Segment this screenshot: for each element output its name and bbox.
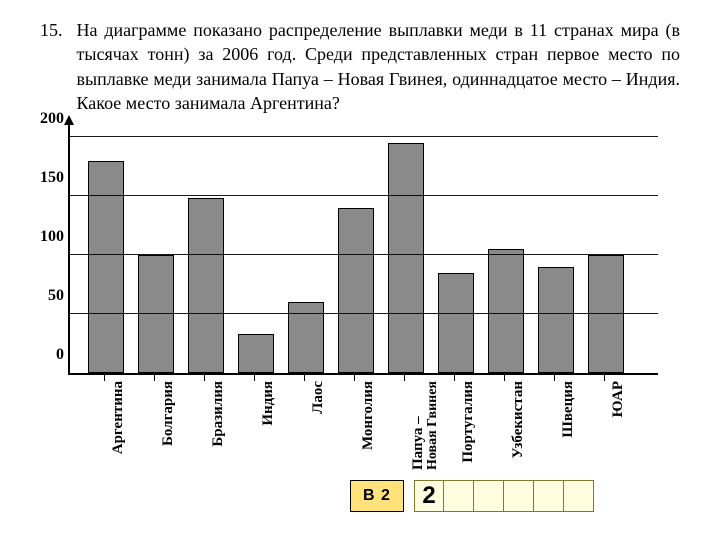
answer-cell[interactable] <box>534 480 564 512</box>
chart-x-tick <box>354 373 355 381</box>
chart-x-label: ЮАР <box>611 381 626 417</box>
chart-plot-area: 050100150200 <box>68 125 658 375</box>
chart-bar <box>338 208 374 373</box>
answer-cell[interactable] <box>444 480 474 512</box>
chart-x-label: Монголия <box>361 381 376 450</box>
chart-x-labels: Аргентина Болгария Бразилия Индия Лаос Монгол… <box>68 375 658 485</box>
chart-bars <box>70 125 658 373</box>
chart-x-label: Лаос <box>311 381 326 414</box>
chart-x-tick <box>604 373 605 381</box>
problem-statement: 15. На диаграмме показано распределение … <box>40 18 680 115</box>
chart-x-tick <box>304 373 305 381</box>
answer-strip: В 2 2 <box>350 480 594 512</box>
y-axis-arrow-icon <box>64 115 74 125</box>
chart-x-label: Португалия <box>461 381 476 463</box>
chart-x-label: Папуа –Новая Гвинея <box>411 381 440 470</box>
chart-x-label: Узбекистан <box>511 381 526 458</box>
answer-cell[interactable] <box>504 480 534 512</box>
chart-bar <box>538 267 574 373</box>
chart-x-tick <box>554 373 555 381</box>
question-text: На диаграмме показано распределение выпл… <box>77 18 681 115</box>
chart-y-tick-label: 50 <box>26 287 64 305</box>
chart-gridline <box>70 136 658 137</box>
chart-x-label: Индия <box>261 381 276 426</box>
chart-bar <box>238 334 274 373</box>
chart-x-label: Швеция <box>561 381 576 438</box>
chart-gridline <box>70 254 658 255</box>
chart-gridline <box>70 195 658 196</box>
answer-cells: 2 <box>414 480 594 512</box>
chart-x-label: Болгария <box>161 381 176 446</box>
chart-x-tick <box>104 373 105 381</box>
chart-x-tick <box>154 373 155 381</box>
chart-y-tick-label: 100 <box>26 228 64 246</box>
chart-x-tick <box>454 373 455 381</box>
chart-x-tick <box>204 373 205 381</box>
chart-bar <box>588 255 624 373</box>
answer-cell[interactable]: 2 <box>414 480 444 512</box>
bar-chart: 050100150200 Аргентина Болгария Бразилия Ин… <box>68 125 658 485</box>
chart-bar <box>438 273 474 373</box>
chart-x-tick <box>254 373 255 381</box>
answer-cell[interactable] <box>564 480 594 512</box>
answer-code-label: В 2 <box>350 480 404 512</box>
chart-gridline <box>70 313 658 314</box>
chart-y-tick-label: 0 <box>26 346 64 364</box>
question-number: 15. <box>40 18 63 42</box>
answer-cell[interactable] <box>474 480 504 512</box>
chart-bar <box>188 198 224 373</box>
chart-x-label: Бразилия <box>211 381 226 447</box>
chart-y-tick-label: 150 <box>26 169 64 187</box>
chart-bar <box>138 255 174 373</box>
chart-x-label: Аргентина <box>111 381 126 454</box>
chart-y-tick-label: 200 <box>26 110 64 128</box>
chart-bar <box>388 143 424 373</box>
chart-x-tick <box>504 373 505 381</box>
chart-x-tick <box>404 373 405 381</box>
chart-bar <box>488 249 524 373</box>
chart-bar <box>88 161 124 374</box>
